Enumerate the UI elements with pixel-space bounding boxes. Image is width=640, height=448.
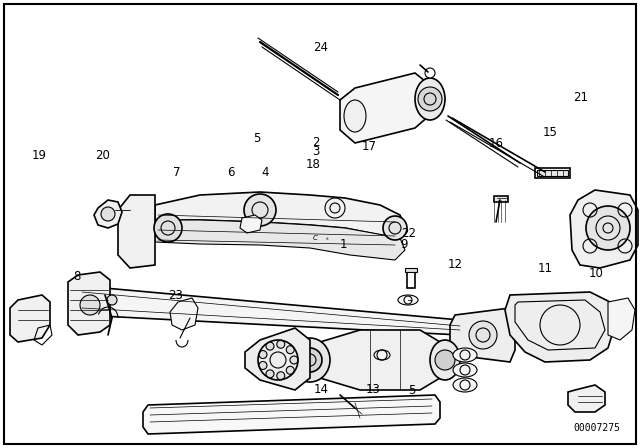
Ellipse shape	[453, 348, 477, 362]
Text: 8: 8	[74, 270, 81, 284]
Text: 23: 23	[168, 289, 182, 302]
Text: 21: 21	[573, 91, 588, 104]
Text: 00007275: 00007275	[574, 423, 621, 433]
Polygon shape	[143, 395, 440, 434]
Text: 5: 5	[408, 384, 416, 397]
Polygon shape	[170, 298, 198, 330]
Circle shape	[418, 87, 442, 111]
Text: 12: 12	[448, 258, 463, 271]
Circle shape	[425, 68, 435, 78]
Polygon shape	[10, 295, 50, 342]
Polygon shape	[68, 272, 110, 335]
Circle shape	[276, 372, 285, 380]
Text: 4: 4	[261, 166, 269, 179]
Polygon shape	[82, 286, 460, 335]
Text: 9: 9	[401, 237, 408, 251]
Circle shape	[383, 216, 407, 240]
Text: 19: 19	[32, 149, 47, 163]
Text: 15: 15	[543, 125, 557, 139]
Ellipse shape	[453, 378, 477, 392]
Bar	[494, 196, 508, 202]
Ellipse shape	[398, 295, 418, 305]
Circle shape	[259, 350, 267, 358]
Polygon shape	[155, 220, 405, 260]
Text: 6: 6	[227, 166, 235, 179]
Ellipse shape	[290, 338, 330, 382]
Text: C: C	[312, 235, 317, 241]
Polygon shape	[118, 195, 155, 268]
Circle shape	[80, 295, 100, 315]
Bar	[535, 168, 570, 178]
Ellipse shape	[344, 100, 366, 132]
Polygon shape	[450, 308, 515, 362]
Polygon shape	[608, 298, 635, 340]
Circle shape	[154, 214, 182, 242]
Text: 20: 20	[95, 149, 109, 163]
Circle shape	[259, 362, 267, 370]
Text: 17: 17	[362, 140, 376, 154]
Circle shape	[286, 346, 294, 354]
Polygon shape	[240, 215, 262, 233]
Circle shape	[469, 321, 497, 349]
Ellipse shape	[430, 340, 460, 380]
Text: 1: 1	[339, 237, 347, 251]
Text: ⁿᵗ: ⁿᵗ	[326, 237, 330, 242]
Circle shape	[290, 356, 298, 364]
Text: 14: 14	[314, 383, 328, 396]
Text: 24: 24	[314, 40, 328, 54]
Circle shape	[266, 370, 274, 378]
Text: 16: 16	[488, 137, 503, 150]
Circle shape	[586, 206, 630, 250]
Polygon shape	[570, 190, 638, 268]
Circle shape	[298, 348, 322, 372]
Text: 22: 22	[401, 227, 415, 241]
Text: 10: 10	[589, 267, 604, 280]
Polygon shape	[505, 292, 615, 362]
Circle shape	[244, 194, 276, 226]
Circle shape	[266, 342, 274, 350]
Ellipse shape	[374, 350, 390, 360]
Text: 5: 5	[253, 132, 260, 146]
Polygon shape	[568, 385, 605, 412]
Polygon shape	[340, 73, 430, 143]
Text: 7: 7	[173, 166, 180, 179]
Bar	[405, 268, 417, 272]
Circle shape	[435, 350, 455, 370]
Circle shape	[107, 295, 117, 305]
Polygon shape	[245, 328, 310, 390]
Polygon shape	[310, 330, 445, 390]
Circle shape	[276, 340, 285, 348]
Circle shape	[286, 366, 294, 374]
Text: 3: 3	[312, 145, 320, 158]
Ellipse shape	[415, 78, 445, 120]
Bar	[407, 270, 415, 288]
Text: 11: 11	[538, 262, 552, 276]
Circle shape	[101, 207, 115, 221]
Text: 2: 2	[312, 136, 320, 149]
Bar	[537, 170, 568, 176]
Ellipse shape	[453, 363, 477, 377]
Polygon shape	[155, 192, 405, 238]
Polygon shape	[94, 200, 122, 228]
Circle shape	[350, 403, 364, 417]
Text: 13: 13	[366, 383, 381, 396]
Text: 18: 18	[306, 158, 321, 172]
